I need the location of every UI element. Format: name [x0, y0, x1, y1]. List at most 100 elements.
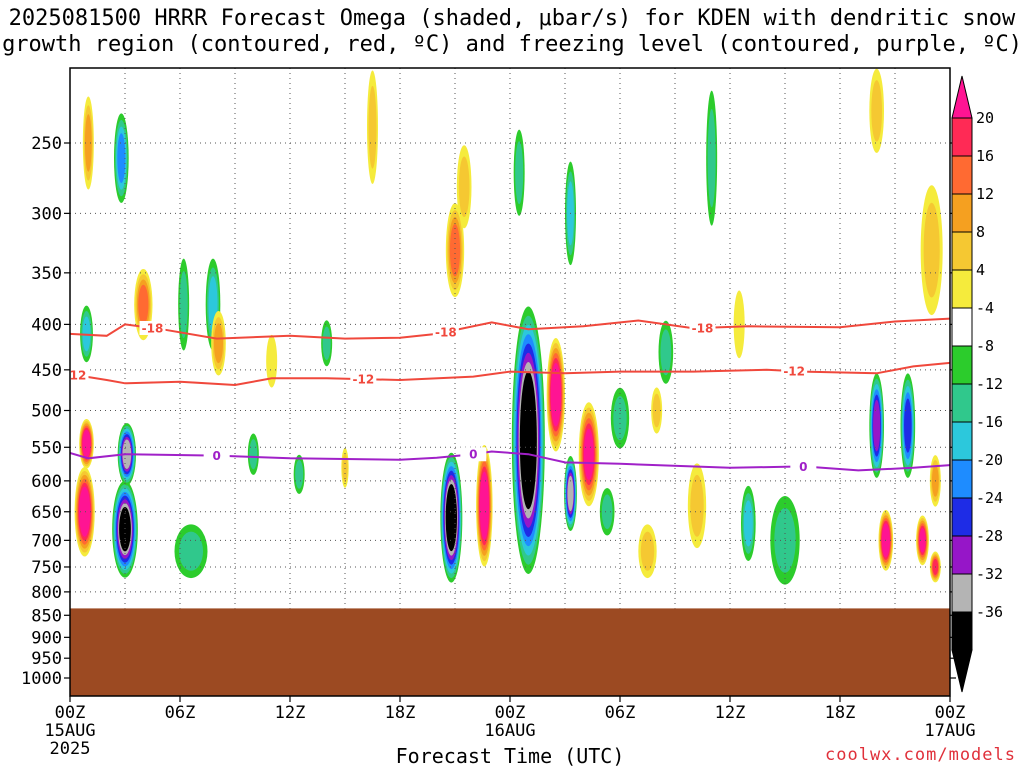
contour-label-bg	[460, 447, 487, 462]
omega-cell	[79, 418, 94, 469]
omega-cell	[456, 145, 472, 229]
contour-label-bg	[790, 459, 817, 474]
colorbar-segment	[951, 573, 973, 613]
omega-contour-level	[480, 477, 489, 535]
colorbar-segment	[951, 231, 973, 271]
x-tick-label: 06Z	[605, 703, 636, 723]
omega-cell	[599, 487, 615, 536]
colorbar-top-arrow	[951, 75, 973, 119]
omega-cell	[651, 387, 663, 434]
y-tick-label: 550	[31, 438, 62, 458]
omega-contour-level	[583, 428, 594, 480]
omega-contour-level	[923, 202, 940, 298]
omega-cell	[112, 480, 138, 578]
colorbar-segment	[951, 117, 973, 157]
omega-cell	[658, 320, 674, 384]
x-tick-label: 00Z	[55, 703, 86, 723]
colorbar-label: -16	[976, 413, 1003, 431]
contour-label-bg	[139, 320, 166, 335]
y-tick-label: 350	[31, 264, 62, 284]
omega-contour-level	[690, 474, 704, 537]
omega-cell	[211, 310, 226, 376]
omega-cell	[920, 185, 943, 316]
omega-cell	[74, 467, 95, 557]
omega-contour-level	[446, 488, 457, 547]
contour-label: 0	[212, 449, 220, 463]
omega-cell	[114, 113, 129, 203]
site-credit[interactable]: coolwx.com/models	[825, 745, 1016, 765]
contour-label: 0	[469, 448, 477, 462]
omega-contour-level	[322, 326, 331, 360]
colorbar-label: -12	[976, 375, 1003, 393]
colorbar-segment	[951, 383, 973, 423]
omega-contour-level	[520, 380, 536, 500]
contour-label-bg	[70, 367, 89, 382]
contour-label: -12	[783, 365, 805, 379]
colorbar-label: -28	[976, 527, 1003, 545]
colorbar-label: 16	[976, 147, 994, 165]
y-tick-label: 800	[31, 583, 62, 603]
x-tick-sublabel: 15AUG	[44, 721, 95, 741]
omega-cell	[900, 373, 916, 478]
omega-cell	[134, 268, 153, 341]
colorbar-label: -36	[976, 603, 1003, 621]
contour-label-bg	[432, 325, 459, 340]
omega-cell	[293, 454, 305, 495]
y-tick-label: 500	[31, 402, 62, 422]
omega-contour-level	[904, 398, 912, 453]
omega-contour-level	[601, 494, 613, 530]
contour-label-bg	[350, 372, 377, 387]
omega-cell	[578, 402, 599, 507]
omega-contour-level	[179, 271, 188, 339]
omega-cell	[247, 433, 259, 475]
grid-lines	[70, 68, 950, 609]
omega-contour-level	[295, 460, 304, 489]
y-tick-label: 1000	[21, 669, 62, 689]
y-tick-label: 950	[31, 649, 62, 669]
colorbar-segment	[951, 497, 973, 537]
pressure-tick-labels: 2503003504004505005506006507007508008509…	[21, 134, 956, 689]
omega-cell	[869, 68, 885, 153]
omega-contour-level	[707, 108, 716, 208]
omega-cell	[266, 334, 278, 388]
omega-contour-level	[871, 80, 883, 142]
colorbar-label: -4	[976, 299, 994, 317]
omega-cell	[178, 258, 190, 351]
colorbar-label: -8	[976, 337, 994, 355]
omega-contour-level	[640, 531, 655, 571]
colorbar-segment	[951, 269, 973, 309]
y-tick-label: 250	[31, 134, 62, 154]
colorbar-segment	[951, 459, 973, 499]
omega-contour-level	[449, 223, 461, 277]
colorbar-label: -24	[976, 489, 1003, 507]
omega-contour-level	[84, 114, 92, 172]
omega-cell	[741, 485, 756, 562]
freezing-level-line	[70, 450, 950, 472]
omega-cell	[476, 444, 493, 567]
x-tick-sublabel: 17AUG	[924, 721, 975, 741]
colorbar-bottom-arrow	[951, 649, 973, 693]
y-tick-label: 700	[31, 531, 62, 551]
omega-contour-level	[117, 133, 126, 184]
omega-contour-level	[567, 475, 574, 512]
colorbar-segment	[951, 193, 973, 233]
omega-contour-level	[178, 531, 204, 571]
omega-cell	[638, 524, 657, 579]
omega-cell	[869, 373, 885, 478]
contour-label-bg	[781, 364, 808, 379]
colorbar-segment	[951, 307, 973, 347]
omega-contour-level	[79, 490, 90, 533]
omega-cell	[445, 203, 465, 298]
y-tick-label: 900	[31, 628, 62, 648]
contour-label: -18	[142, 321, 164, 335]
colorbar-segment	[951, 421, 973, 461]
omega-contour-level	[458, 156, 470, 218]
omega-contour-level	[249, 439, 258, 470]
omega-cell	[440, 452, 463, 583]
omega-contour-level	[119, 506, 131, 552]
x-tick-label: 12Z	[275, 703, 306, 723]
x-tick-sublabel: 16AUG	[484, 721, 535, 741]
omega-cell	[687, 463, 707, 549]
